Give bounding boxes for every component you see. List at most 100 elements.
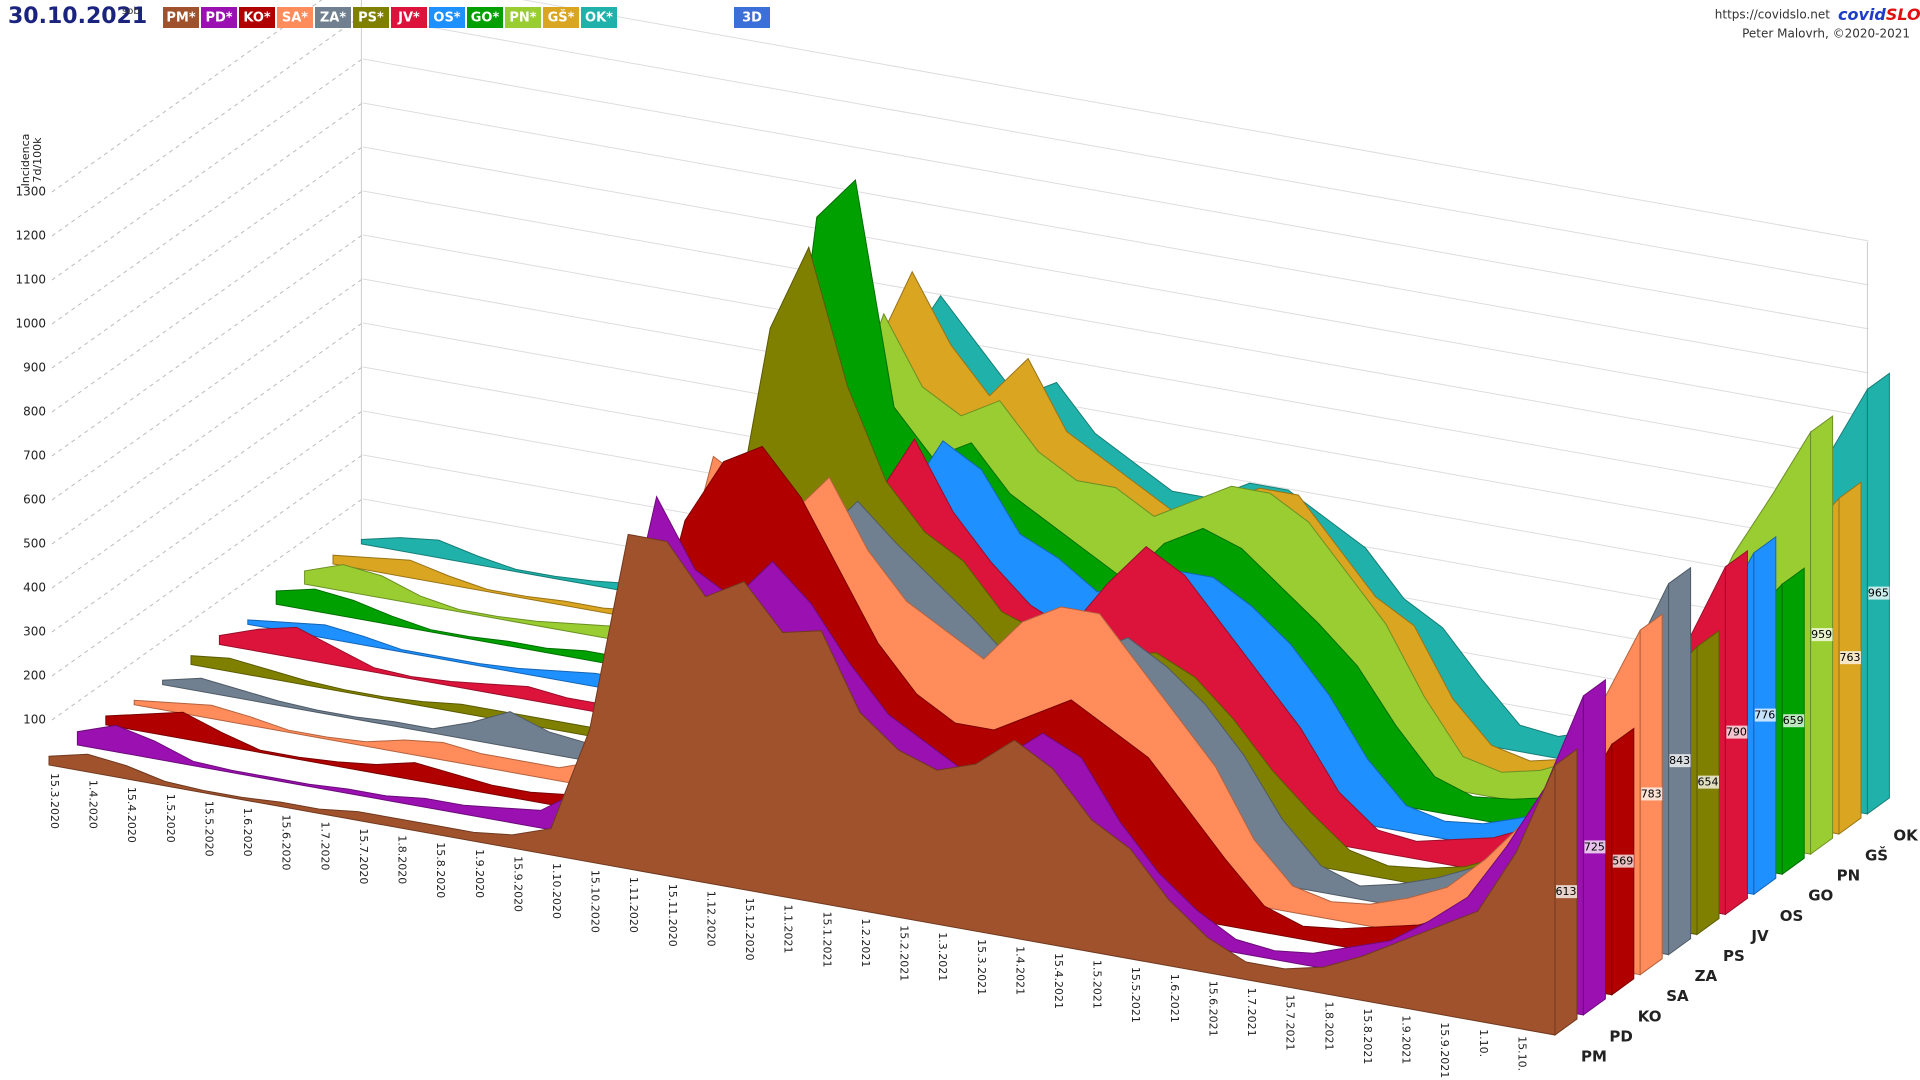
x-tick-label: 1.6.2020 [241, 808, 254, 857]
x-tick-label: 1.11.2020 [627, 877, 640, 933]
x-tick-label: 15.9.2021 [1438, 1022, 1451, 1078]
y-tick-label: 700 [23, 449, 46, 463]
grid-line [362, 146, 1869, 418]
legend-button[interactable] [467, 7, 503, 28]
x-tick-label: 1.5.2020 [164, 794, 177, 843]
value-label: 654 [1698, 776, 1719, 789]
url[interactable]: https://covidslo.net [1715, 8, 1831, 22]
x-tick-label: 15.4.2021 [1052, 953, 1065, 1009]
x-tick-label: 1.10.2020 [550, 863, 563, 919]
x-tick-label: 15.10.2020 [589, 870, 602, 933]
series-label: GO [1808, 887, 1833, 905]
value-label: 613 [1556, 885, 1577, 898]
legend-button-label[interactable]: GO* [471, 11, 500, 26]
value-label: 965 [1868, 587, 1889, 600]
grid-line [362, 58, 1869, 330]
legend-button[interactable] [239, 7, 275, 28]
legend-button-label[interactable]: SA* [282, 11, 308, 26]
grid-line [362, 278, 1869, 550]
y-tick-label: 900 [23, 361, 46, 375]
x-tick-label: 1.5.2021 [1091, 960, 1104, 1009]
legend-button[interactable] [429, 7, 465, 28]
legend-button[interactable] [581, 7, 617, 28]
series-label: JV [1750, 927, 1769, 945]
mode-button[interactable] [734, 7, 770, 28]
legend-button-label[interactable]: PN* [509, 11, 536, 26]
legend-button[interactable] [353, 7, 389, 28]
y-tick-label: 400 [23, 581, 46, 595]
legend-button-label[interactable]: OK* [585, 11, 613, 26]
legend-button[interactable] [163, 7, 199, 28]
legend-button-label[interactable]: GŠ* [548, 10, 575, 26]
brand: covidSLO [1838, 5, 1920, 24]
y-tick-label: 1000 [15, 317, 46, 331]
series-label: GŠ [1865, 846, 1888, 865]
value-label: 569 [1612, 855, 1633, 868]
x-tick-label: 1.7.2021 [1245, 988, 1258, 1037]
x-tick-label: 15.4.2020 [125, 787, 138, 843]
y-tick-label: 800 [23, 405, 46, 419]
grid-line [362, 102, 1869, 374]
x-tick-label: 1.10. [1477, 1029, 1490, 1057]
grid-line [362, 234, 1869, 506]
author: Peter Malovrh, ©2020-2021 [1742, 27, 1910, 41]
date: 30.10.2021 [8, 4, 147, 29]
legend-button-label[interactable]: ZA* [320, 11, 346, 26]
x-tick-label: 1.3.2021 [936, 932, 949, 981]
legend-button-label[interactable]: PS* [358, 11, 384, 26]
legend-button-label[interactable]: KO* [243, 11, 271, 26]
legend-button-label[interactable]: PD* [205, 11, 232, 26]
y-tick-label: 500 [23, 537, 46, 551]
mode-button-label[interactable]: 3D [742, 11, 762, 26]
value-label: 790 [1726, 726, 1747, 739]
x-tick-label: 15.9.2020 [511, 856, 524, 912]
x-tick-label: 1.9.2021 [1400, 1015, 1413, 1064]
legend-button[interactable] [543, 7, 579, 28]
value-label-bg [1754, 708, 1776, 722]
grid-line [362, 190, 1869, 462]
x-tick-label: 15.8.2021 [1361, 1008, 1374, 1064]
series-label: SA [1666, 987, 1689, 1005]
legend-button-label[interactable]: JV* [397, 11, 420, 26]
x-tick-label: 15.10. [1515, 1036, 1528, 1071]
value-label: 659 [1783, 714, 1804, 727]
value-label-bg [1868, 586, 1890, 600]
x-tick-label: 1.2.2021 [859, 918, 872, 967]
y-tick-label: 300 [23, 625, 46, 639]
brand-a: covid [1838, 5, 1886, 24]
x-tick-label: 15.5.2021 [1129, 967, 1142, 1023]
base-layer: 100 200 300 400 500 600 700 800 900 1000 1100 1200 1… [15, 0, 1919, 1078]
value-label: 959 [1811, 628, 1832, 641]
series-label: PS [1723, 947, 1745, 965]
brand-b: SLO [1886, 5, 1920, 24]
y-tick-label: 600 [23, 493, 46, 507]
value-label-bg [1783, 714, 1805, 728]
legend-button[interactable] [505, 7, 541, 28]
x-tick-label: 1.8.2020 [396, 835, 409, 884]
value-label: 843 [1669, 754, 1690, 767]
value-label-bg [1556, 885, 1577, 899]
value-label-bg [1612, 854, 1634, 868]
x-tick-label: 15.8.2020 [434, 842, 447, 898]
y-axis-title: 7d/100k [31, 137, 44, 183]
series-label: OS [1780, 907, 1804, 925]
legend-button[interactable] [277, 7, 313, 28]
y-axis-title: Incidenca [19, 134, 32, 187]
series-label: ZA [1695, 967, 1718, 985]
legend-button[interactable] [391, 7, 427, 28]
x-tick-label: 15.7.2020 [357, 828, 370, 884]
legend-button[interactable] [315, 7, 351, 28]
value-label-bg [1584, 840, 1606, 854]
area [48, 533, 1556, 1036]
legend-button-label[interactable]: OS* [433, 11, 460, 26]
series-label: OK [1893, 826, 1919, 844]
x-tick-label: 15.6.2020 [280, 815, 293, 871]
y-tick-label: 100 [23, 713, 46, 727]
x-tick-label: 1.7.2020 [318, 821, 331, 870]
x-tick-label: 15.5.2020 [202, 801, 215, 857]
series-label: PD [1609, 1027, 1632, 1045]
legend-button[interactable] [201, 7, 237, 28]
x-tick-label: 1.9.2020 [473, 849, 486, 898]
legend-button-label[interactable]: PM* [166, 11, 195, 26]
